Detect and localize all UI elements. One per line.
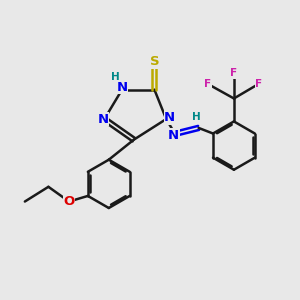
Text: S: S: [150, 55, 159, 68]
Text: H: H: [111, 72, 120, 82]
Text: N: N: [97, 112, 109, 126]
Text: N: N: [116, 81, 128, 94]
Text: N: N: [164, 111, 175, 124]
Text: N: N: [168, 129, 179, 142]
Text: F: F: [230, 68, 238, 78]
Text: O: O: [63, 195, 75, 208]
Text: F: F: [255, 79, 262, 89]
Text: F: F: [204, 79, 211, 89]
Text: H: H: [192, 112, 201, 122]
